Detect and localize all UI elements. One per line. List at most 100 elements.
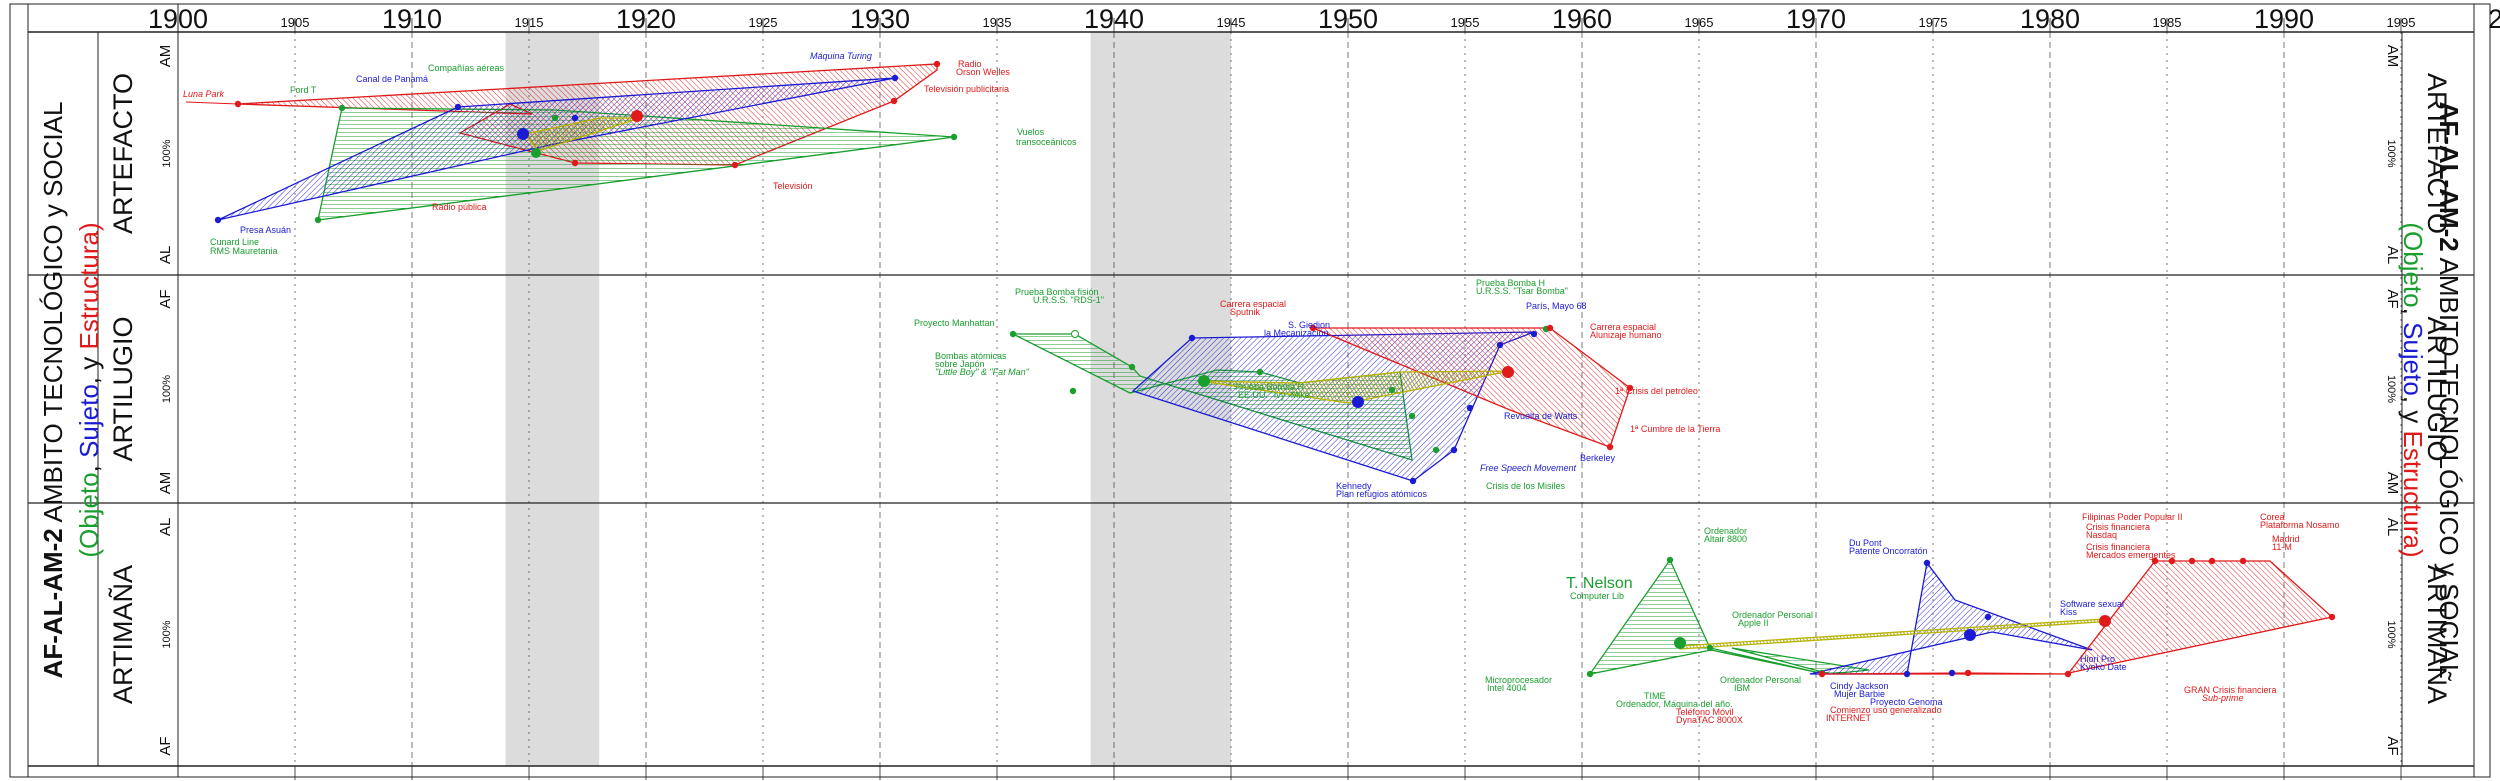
event-point — [571, 159, 579, 167]
legend-sep2-r: , y — [2398, 396, 2428, 431]
event-label: Máquina Turing — [810, 51, 872, 61]
objeto-centroid-1 — [531, 148, 541, 158]
level-label-right: 100% — [2385, 139, 2397, 167]
event-label: T. Nelson — [1566, 575, 1633, 592]
event-point — [1256, 368, 1264, 376]
level-label-left: AM — [157, 45, 174, 68]
event-label: transoceánicos — [1016, 137, 1077, 147]
legend-open-r: ( — [2398, 222, 2428, 231]
outer-frame — [9, 3, 2491, 778]
year-minor-top: 1965 — [1685, 15, 1714, 30]
year-axis: 1900190019101910192019201930193019401940… — [148, 4, 2500, 781]
event-point — [1388, 386, 1396, 394]
band-name-right: ARTIMAÑA — [2422, 565, 2453, 704]
year-minor-top: 1995 — [2387, 15, 2416, 30]
legend-open: ( — [74, 549, 104, 558]
legend-sep2: , y — [74, 350, 104, 385]
event-label: Prueba Bomba fisión — [1015, 287, 1099, 297]
event-label: Orson Welles — [956, 67, 1010, 77]
year-minor-top: 1925 — [749, 15, 778, 30]
legend-close: ) — [74, 222, 104, 231]
event-point — [1948, 669, 1956, 677]
band-name-right: ARTILUGIO — [2422, 316, 2452, 461]
year-label-top: 2000 — [2488, 4, 2500, 34]
svg-text:AF-AL-AM-2 AMBITO TECNOLÓGICO: AF-AL-AM-2 AMBITO TECNOLÓGICO y SOCIAL — [2434, 102, 2464, 679]
level-label-left: AL — [157, 246, 174, 264]
band-name-left: ARTIMAÑA — [107, 565, 138, 704]
event-label: Ordenador Personal — [1732, 610, 1813, 620]
event-label: Free Speech Movement — [1480, 463, 1577, 473]
event-label: Kyoko Date — [2080, 662, 2127, 672]
event-point — [2151, 557, 2159, 565]
event-point-open — [1071, 330, 1079, 338]
event-label: Cunard Line — [210, 237, 259, 247]
event-label: París, Mayo 68 — [1526, 301, 1587, 311]
svg-text:(Objeto, Sujeto, y Estructura): (Objeto, Sujeto, y Estructura) — [74, 222, 104, 557]
event-label: Ordenador Personal — [1720, 675, 1801, 685]
event-polygons — [185, 60, 2336, 678]
event-point — [1706, 644, 1714, 652]
event-label: Software sexual — [2060, 599, 2124, 609]
event-label: Alunizaje humano — [1590, 330, 1662, 340]
event-label: sobre Japón — [935, 359, 985, 369]
event-label: Comienzo uso generalizado — [1830, 705, 1942, 715]
legend-estructura-r: Estructura — [2398, 430, 2428, 549]
event-label: Plataforma Nosamo — [2260, 520, 2340, 530]
level-label-right: AF — [2384, 736, 2401, 755]
event-label: Compañías aéreas — [428, 63, 505, 73]
event-label: Filipinas Poder Popular II — [2082, 512, 2183, 522]
level-label-right: AL — [2384, 246, 2401, 264]
event-label: Radio pública — [432, 202, 487, 212]
event-point — [1432, 446, 1440, 454]
event-label: 1ª Cumbre de la Tierra — [1630, 424, 1720, 434]
event-point — [1496, 341, 1504, 349]
event-label: IBM — [1734, 683, 1750, 693]
level-label-left: AF — [157, 289, 174, 308]
event-point — [1903, 670, 1911, 678]
year-minor-bottom: 1965 — [1685, 779, 1714, 781]
event-point — [2064, 670, 2072, 678]
event-label: Plan refugios atómicos — [1336, 489, 1428, 499]
legend-sujeto: Sujeto — [74, 384, 104, 458]
year-minor-top: 1915 — [515, 15, 544, 30]
event-label: la Mecanización... — [1264, 328, 1336, 338]
event-point — [1666, 556, 1674, 564]
legend-sujeto-r: Sujeto — [2398, 322, 2428, 396]
side-title-left: AF-AL-AM-2 AMBITO TECNOLÓGICO y SOCIAL (… — [38, 102, 104, 679]
event-point — [2208, 557, 2216, 565]
event-label: Crisis de los Misiles — [1486, 481, 1566, 491]
year-label-top: 1960 — [1552, 4, 1612, 34]
year-minor-bottom: 1925 — [749, 779, 778, 781]
event-label: Bombas atómicas — [935, 351, 1007, 361]
event-point — [1128, 363, 1136, 371]
event-label: Televisión — [773, 181, 813, 191]
event-label: EE.UU. "Ivy -Mike" — [1238, 390, 1313, 400]
event-label: Revuelta de Watts — [1504, 411, 1578, 421]
event-label: Carrera espacial — [1590, 322, 1656, 332]
level-label-left: 100% — [161, 139, 173, 167]
event-label: Canal de Panamá — [356, 74, 428, 84]
event-point — [1586, 670, 1594, 678]
event-point — [2168, 557, 2176, 565]
event-point — [1409, 477, 1417, 485]
estructura-polygon-2 — [1312, 327, 1631, 448]
sujeto-centroid-3 — [1964, 629, 1976, 641]
year-minor-bottom: 1985 — [2153, 779, 2182, 781]
year-minor-top: 1945 — [1217, 15, 1246, 30]
event-point — [1626, 384, 1634, 392]
event-label: Altair 8800 — [1704, 534, 1747, 544]
event-label: Teléfono Móvil — [1676, 707, 1734, 717]
event-label: U.R.S.S. "RDS-1" — [1033, 295, 1104, 305]
level-label-left: AL — [157, 518, 174, 536]
event-point — [551, 114, 559, 122]
event-label: INTERNET — [1826, 713, 1872, 723]
event-label: Intel 4004 — [1487, 683, 1527, 693]
event-label: Mercados emergentes — [2086, 550, 2176, 560]
level-label-right: 100% — [2385, 375, 2397, 403]
event-label: Ordenador, Máquina del año. — [1616, 699, 1733, 709]
year-minor-bottom: 1935 — [983, 779, 1012, 781]
event-point — [1188, 334, 1196, 342]
legend-objeto-r: Objeto — [2398, 231, 2428, 308]
level-label-right: AL — [2384, 518, 2401, 536]
